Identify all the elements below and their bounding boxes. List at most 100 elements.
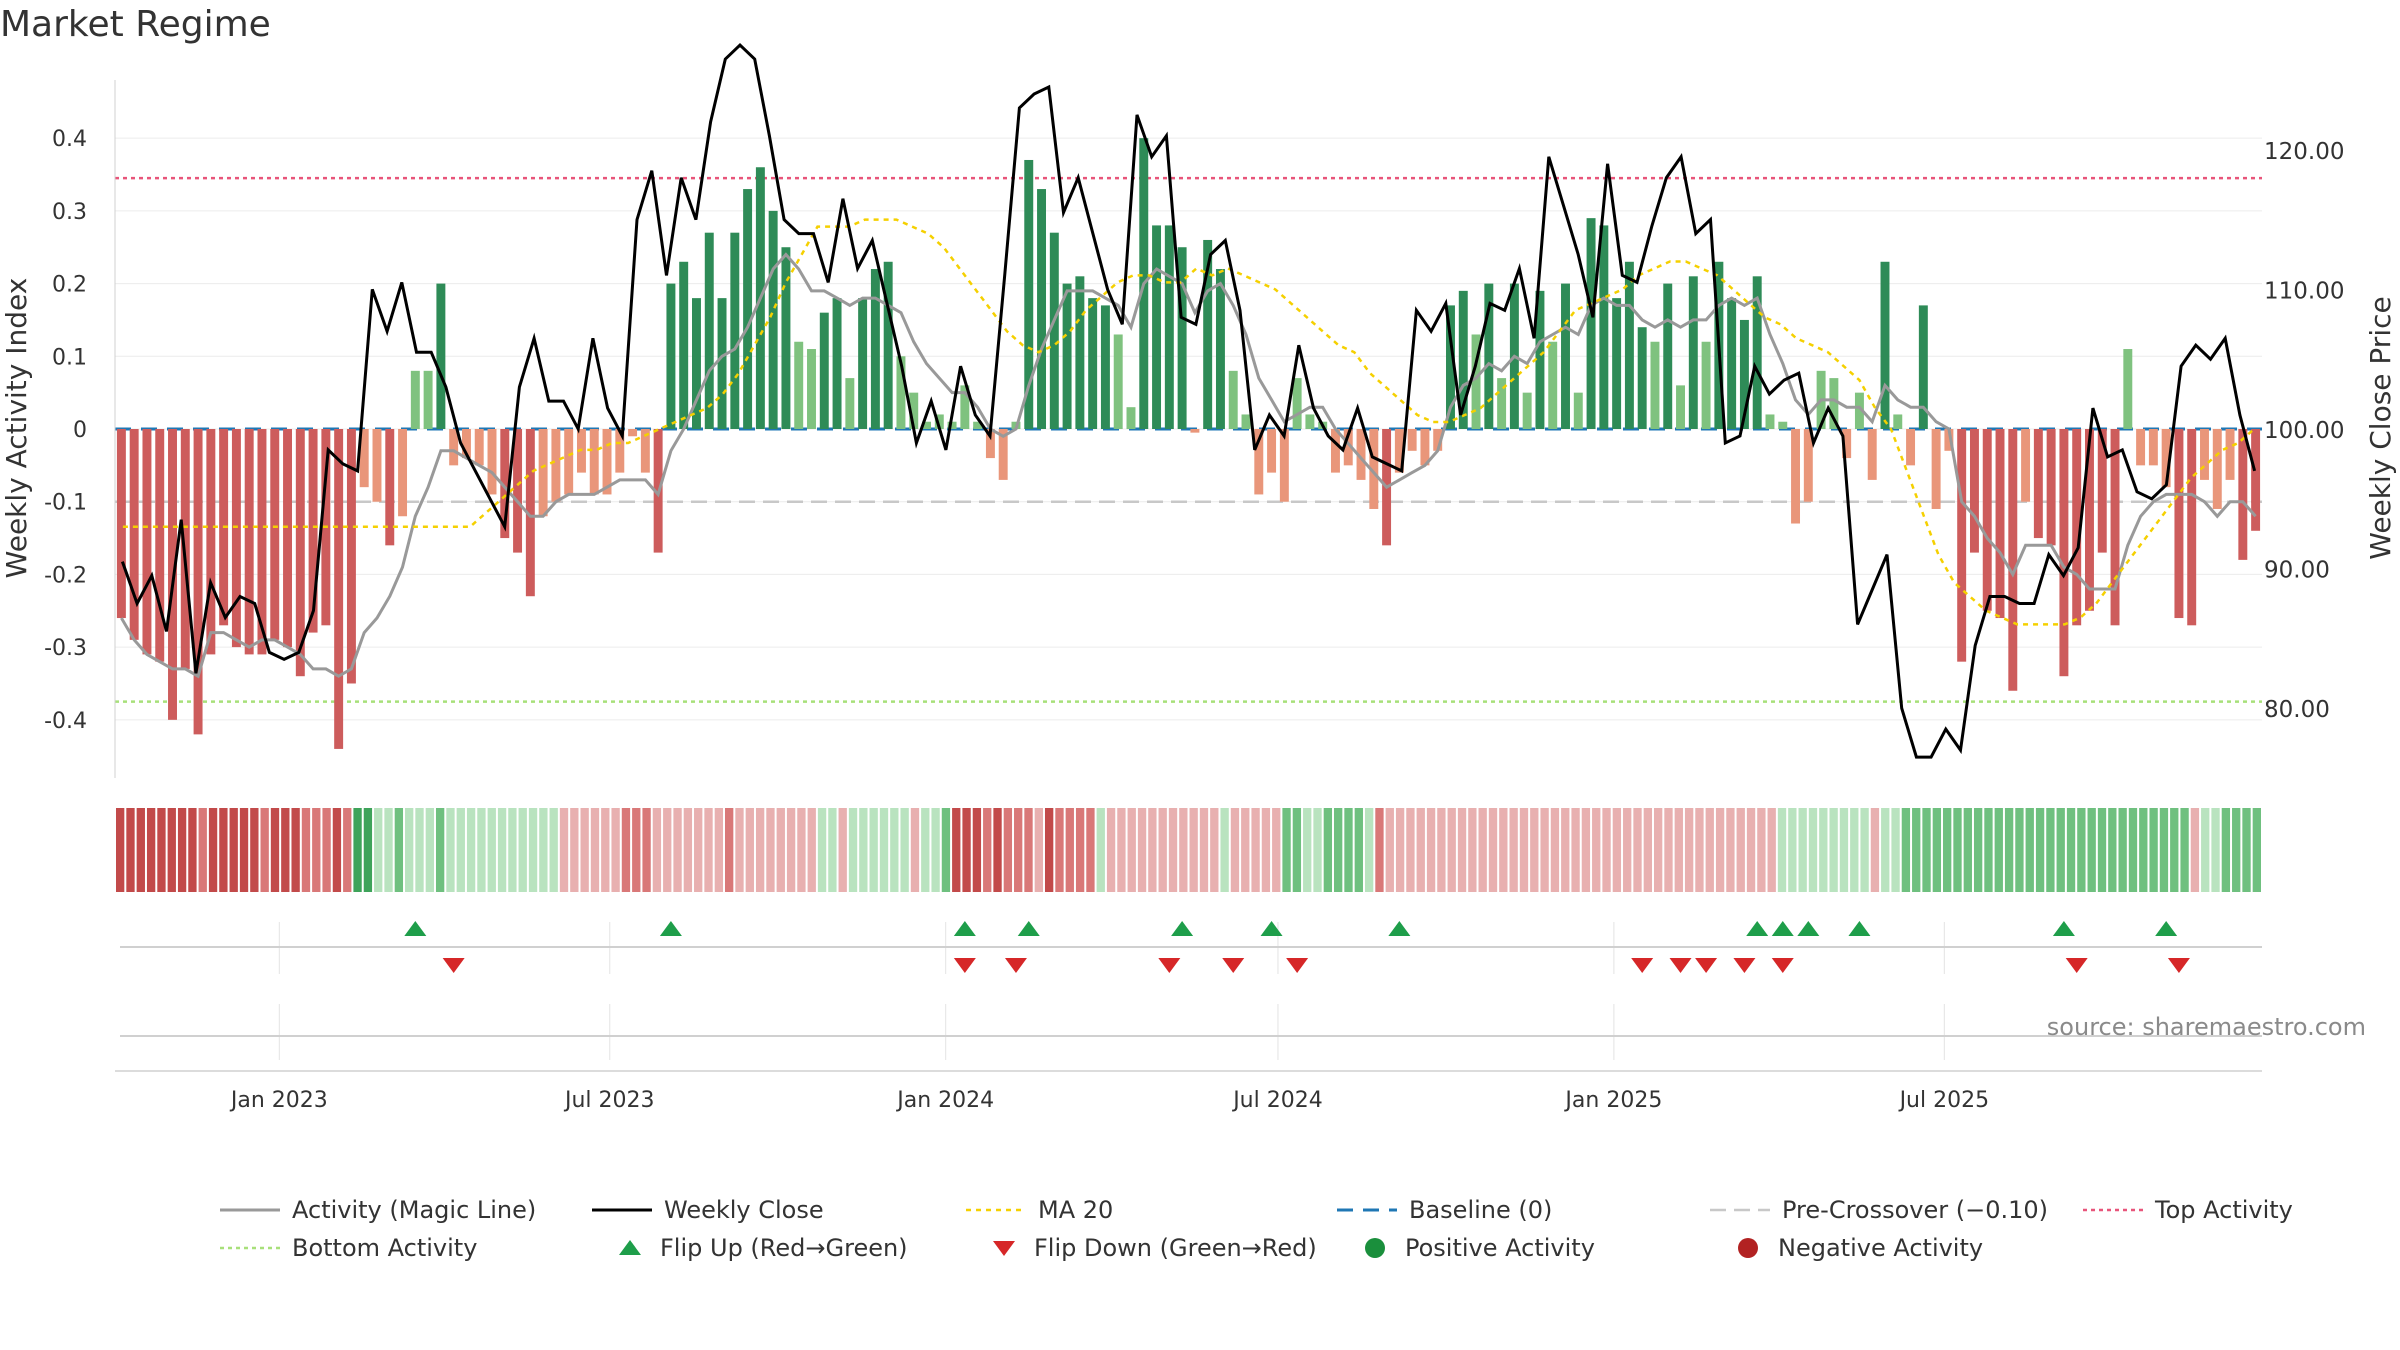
ma20-line — [122, 218, 2255, 626]
activity-bar — [295, 429, 305, 677]
regime-cell — [188, 808, 197, 892]
flip-down-marker — [2065, 958, 2088, 973]
activity-bar — [1330, 429, 1340, 473]
activity-bar — [2225, 429, 2235, 480]
regime-cell — [1881, 808, 1890, 892]
regime-cell — [146, 808, 156, 892]
flip-up-marker — [1260, 921, 1283, 936]
activity-bar — [1433, 429, 1443, 451]
legend-item-flip_down: Flip Down (Green→Red) — [986, 1234, 1317, 1262]
x-tick-label: Jan 2024 — [895, 1088, 994, 1113]
regime-cell — [931, 808, 940, 892]
activity-bar — [1037, 189, 1047, 429]
activity-bar — [1024, 159, 1034, 429]
activity-bar — [2136, 429, 2146, 466]
activity-bar — [346, 429, 356, 684]
regime-cell — [1788, 808, 1797, 892]
regime-cell — [281, 808, 290, 892]
regime-cell — [477, 808, 486, 892]
activity-bar — [1548, 341, 1558, 429]
source-credit: source: sharemaestro.com — [2047, 1013, 2366, 1041]
activity-bars — [116, 138, 2261, 749]
activity-bar — [2251, 429, 2261, 531]
legend-item-bottom: Bottom Activity — [220, 1234, 477, 1262]
y-left-tick-label: -0.1 — [44, 491, 87, 516]
regime-cell — [652, 808, 662, 892]
regime-cell — [1653, 808, 1663, 892]
flip-up-marker — [1171, 921, 1194, 936]
activity-bar — [461, 429, 471, 459]
activity-bar — [2187, 429, 2197, 626]
regime-cell — [1943, 808, 1952, 892]
regime-cell — [766, 808, 775, 892]
activity-bar — [538, 429, 548, 517]
activity-bar — [1203, 239, 1213, 429]
flip-down-marker — [1222, 958, 1245, 973]
y-left-tick-label: 0 — [73, 418, 87, 443]
regime-cell — [1075, 808, 1085, 892]
regime-cell — [466, 808, 476, 892]
regime-cell — [869, 808, 878, 892]
regime-cell — [848, 808, 858, 892]
activity-bar — [743, 189, 753, 429]
activity-bar — [1778, 421, 1788, 429]
legend-label: Positive Activity — [1405, 1234, 1595, 1262]
regime-cell — [1468, 808, 1477, 892]
regime-cell — [1808, 808, 1818, 892]
ma-legend-swatch — [966, 1208, 1026, 1212]
regime-cell — [2149, 808, 2158, 892]
regime-cell — [2128, 808, 2138, 892]
flip-up-marker — [404, 921, 427, 936]
regime-cell — [2066, 808, 2076, 892]
regime-color-band — [116, 808, 2261, 892]
activity-bar — [1739, 319, 1749, 429]
activity-bar — [807, 349, 816, 429]
legend-item-top: Top Activity — [2083, 1196, 2293, 1224]
regime-cell — [601, 808, 610, 892]
activity-bar — [883, 261, 893, 429]
activity-bar — [589, 429, 599, 495]
activity-bar — [1407, 429, 1417, 451]
regime-cell — [1684, 808, 1694, 892]
activity-bar — [666, 283, 676, 429]
regime-cell — [2025, 808, 2034, 892]
regime-cell — [1210, 808, 1219, 892]
regime-cell — [1354, 808, 1363, 892]
regime-cell — [1540, 808, 1549, 892]
regime-cell — [374, 808, 383, 892]
regime-cell — [2046, 808, 2055, 892]
legend-label: Top Activity — [2155, 1196, 2293, 1224]
flip-up-marker — [953, 921, 976, 936]
regime-cell — [1220, 808, 1229, 892]
activity-bar — [257, 429, 267, 655]
regime-cell — [1519, 808, 1529, 892]
legend-item-neg: Negative Activity — [1730, 1234, 1983, 1262]
activity-bar — [858, 298, 868, 429]
activity-bar — [2238, 429, 2248, 560]
activity-bar — [155, 429, 165, 662]
activity-bar — [1279, 429, 1289, 502]
regime-cell — [2211, 808, 2220, 892]
regime-cell — [1014, 808, 1023, 892]
regime-cell — [167, 808, 176, 892]
activity-bar — [845, 378, 855, 429]
flip-up-marker — [1771, 921, 1794, 936]
regime-cell — [208, 808, 218, 892]
y-left-tick-label: -0.4 — [44, 709, 87, 734]
activity-bar — [1995, 429, 2005, 619]
activity-bar — [640, 429, 650, 473]
regime-cell — [1571, 808, 1580, 892]
regime-cell — [1757, 808, 1766, 892]
activity-bar — [1049, 232, 1059, 429]
regime-cell — [1395, 808, 1405, 892]
regime-cell — [797, 808, 806, 892]
magic-line — [120, 252, 2257, 679]
regime-cell — [570, 808, 579, 892]
regime-cell — [1044, 808, 1054, 892]
regime-cell — [332, 808, 342, 892]
activity-bar — [1522, 392, 1532, 429]
activity-bar — [832, 298, 842, 429]
activity-bar — [1944, 429, 1954, 451]
regime-cell — [394, 808, 404, 892]
activity-bar — [1624, 261, 1634, 429]
